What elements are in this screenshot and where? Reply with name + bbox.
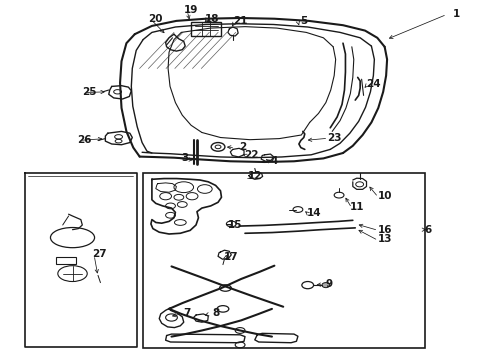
Text: 6: 6 bbox=[424, 225, 431, 235]
Text: 11: 11 bbox=[349, 202, 364, 212]
Text: 20: 20 bbox=[148, 14, 163, 24]
Text: 15: 15 bbox=[228, 220, 243, 230]
Text: 8: 8 bbox=[212, 308, 219, 318]
Text: 9: 9 bbox=[326, 279, 333, 289]
Text: 26: 26 bbox=[77, 135, 92, 145]
Ellipse shape bbox=[220, 285, 231, 291]
Text: 24: 24 bbox=[366, 78, 381, 89]
Text: 13: 13 bbox=[377, 234, 392, 244]
Bar bbox=[191, 22, 221, 36]
Bar bbox=[56, 257, 76, 264]
Text: 19: 19 bbox=[184, 5, 198, 15]
Ellipse shape bbox=[166, 314, 177, 321]
Text: 1: 1 bbox=[453, 9, 460, 19]
Text: 4: 4 bbox=[270, 156, 278, 166]
Text: 10: 10 bbox=[377, 191, 392, 201]
Text: 23: 23 bbox=[327, 132, 342, 143]
Text: 7: 7 bbox=[183, 308, 191, 318]
Text: 21: 21 bbox=[233, 16, 247, 26]
Text: 5: 5 bbox=[300, 16, 307, 26]
Text: 2: 2 bbox=[240, 142, 246, 152]
Text: 17: 17 bbox=[224, 252, 239, 262]
Ellipse shape bbox=[217, 306, 229, 312]
Text: 3: 3 bbox=[182, 153, 189, 163]
Bar bbox=[143, 173, 425, 348]
Text: 25: 25 bbox=[82, 87, 97, 97]
Text: 22: 22 bbox=[244, 150, 258, 160]
Text: 16: 16 bbox=[377, 225, 392, 235]
Text: 14: 14 bbox=[307, 208, 322, 218]
Ellipse shape bbox=[322, 283, 330, 288]
Text: 27: 27 bbox=[92, 249, 106, 259]
Text: 12: 12 bbox=[247, 171, 262, 181]
Text: 18: 18 bbox=[204, 14, 219, 24]
